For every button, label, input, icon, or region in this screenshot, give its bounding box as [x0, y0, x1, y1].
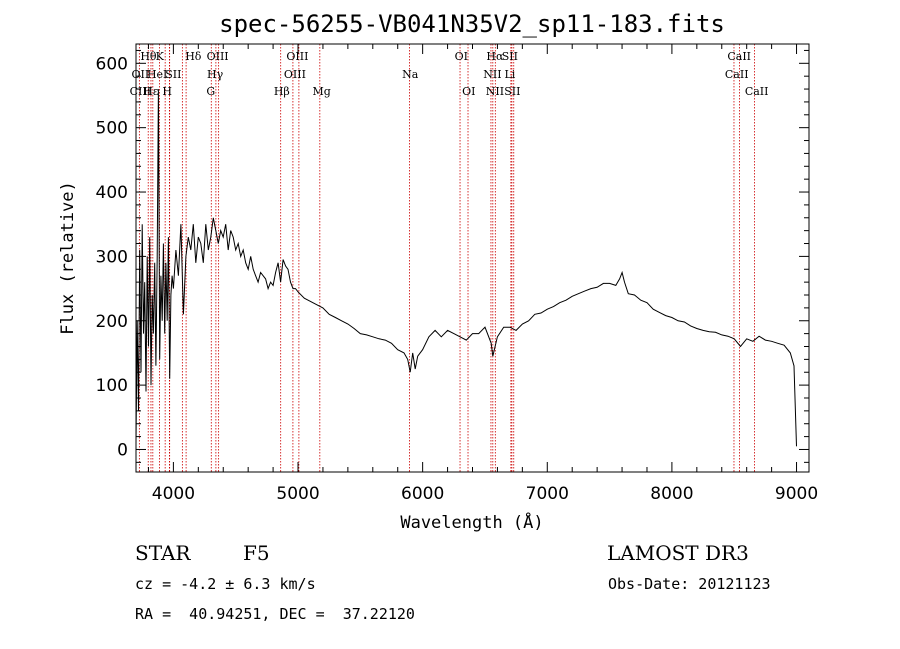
line-label: CIII — [130, 85, 151, 98]
line-label: OIII — [207, 50, 229, 63]
line-label: Hδ — [185, 50, 202, 63]
line-label: Hγ — [207, 68, 224, 81]
x-axis-label: Wavelength (Å) — [400, 511, 543, 533]
line-label: CaII — [727, 50, 751, 63]
y-tick-label: 600 — [96, 54, 128, 74]
plot-frame — [135, 43, 810, 473]
x-tick-label: 5000 — [276, 484, 319, 504]
line-label: OIII — [286, 50, 308, 63]
spectrum-series-line — [135, 89, 797, 447]
y-tick-label: 100 — [96, 376, 128, 396]
line-label: NII — [483, 68, 501, 81]
y-axis-label: Flux (relative) — [58, 181, 78, 335]
line-label: K — [156, 50, 165, 63]
y-tick-label: 200 — [96, 312, 128, 332]
axis-ticks: 4000 5000 6000 7000 8000 9000 0 100 200 300 400 500… — [96, 44, 818, 504]
line-label: Hα — [486, 50, 504, 63]
object-subclass: F5 — [243, 541, 270, 565]
line-label: SII — [502, 50, 518, 63]
survey-name: LAMOST DR3 — [607, 541, 749, 565]
line-label: OI — [455, 50, 468, 63]
line-label: Hε — [143, 85, 159, 98]
x-tick-label: 7000 — [526, 484, 569, 504]
line-label: HeI — [147, 68, 167, 81]
redshift-text: cz = -4.2 ± 6.3 km/s — [135, 575, 316, 593]
chart-title: spec-56255-VB041N35V2_sp11-183.fits — [219, 10, 725, 38]
line-label: OIII — [284, 68, 306, 81]
line-label: Mg — [313, 85, 331, 98]
line-label: CaII — [745, 85, 769, 98]
line-label: OI — [462, 85, 475, 98]
y-tick-label: 0 — [117, 440, 128, 460]
line-label: SII — [504, 85, 520, 98]
line-label: Hβ — [274, 85, 290, 98]
x-tick-label: 6000 — [401, 484, 444, 504]
obs-date: Obs-Date: 20121123 — [608, 575, 771, 593]
line-label: H — [162, 85, 172, 98]
x-tick-label: 4000 — [152, 484, 195, 504]
line-label: CaII — [725, 68, 749, 81]
line-label: Hθ — [140, 50, 157, 63]
object-class: STAR — [135, 541, 191, 565]
line-label: Na — [402, 68, 419, 81]
x-tick-label: 9000 — [775, 484, 818, 504]
coordinates: RA = 40.94251, DEC = 37.22120 — [135, 605, 415, 623]
x-tick-label: 8000 — [650, 484, 693, 504]
line-label: G — [206, 85, 215, 98]
y-tick-label: 300 — [96, 247, 128, 267]
line-markers — [138, 44, 755, 472]
line-label: Li — [504, 68, 515, 81]
y-tick-label: 400 — [96, 183, 128, 203]
line-label: SII — [165, 68, 181, 81]
line-label: NII — [486, 85, 504, 98]
y-tick-label: 500 — [96, 119, 128, 139]
